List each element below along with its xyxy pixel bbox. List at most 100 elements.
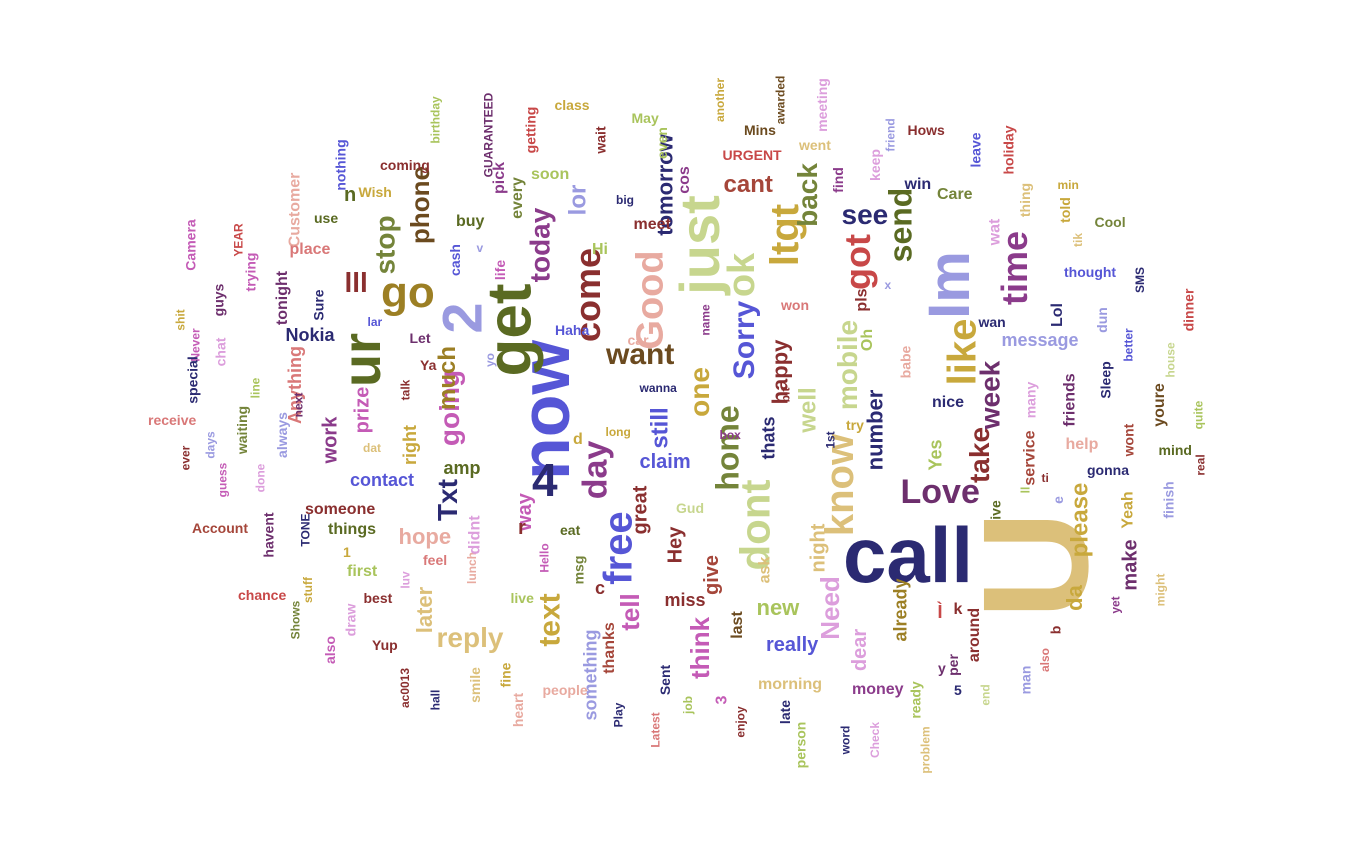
word-draw: draw: [341, 603, 358, 637]
word-smile: smile: [466, 667, 483, 703]
word-days: days: [203, 431, 218, 459]
word-thing: thing: [1017, 182, 1034, 218]
word-ya: Ya: [420, 357, 437, 373]
word-per: per: [944, 654, 961, 676]
word-nokia: Nokia: [285, 325, 335, 345]
word-1: 1: [343, 544, 351, 560]
word-many: many: [1021, 381, 1038, 419]
word-think: think: [685, 616, 716, 680]
word-account: Account: [192, 520, 248, 536]
word-need: Need: [814, 576, 845, 640]
word-big: big: [616, 193, 634, 207]
word-sleep: Sleep: [1097, 361, 1114, 399]
word-text: text: [533, 593, 567, 647]
word-cos: cos: [675, 166, 693, 194]
word-sure: Sure: [310, 289, 327, 321]
word-e: e: [1049, 496, 1066, 504]
word-pls: pls: [853, 288, 871, 312]
word-give: give: [701, 554, 724, 596]
word-min: min: [1057, 178, 1079, 192]
word-check: Check: [868, 721, 883, 759]
word-camera: Camera: [182, 219, 199, 271]
word-b: b: [1046, 625, 1063, 635]
word-help: help: [1065, 436, 1099, 453]
word-number: number: [861, 389, 887, 471]
word-ask: ask: [755, 556, 773, 584]
word-went: went: [799, 137, 831, 153]
word-amp: amp: [443, 458, 481, 478]
word-right: right: [400, 425, 420, 465]
word-find: find: [829, 167, 846, 193]
word-yet: yet: [1108, 596, 1123, 614]
word-meeting: meeting: [813, 78, 830, 132]
word-try: try: [846, 417, 864, 433]
word-dear: dear: [849, 628, 872, 672]
word-reply: reply: [436, 622, 504, 653]
word-contact: contact: [350, 470, 415, 490]
word-around: around: [966, 607, 984, 663]
word-love: Love: [900, 473, 980, 511]
word-see: see: [841, 199, 889, 230]
word-yes: Yes: [925, 439, 946, 471]
word-play: Play: [610, 702, 625, 728]
word-mobile: mobile: [832, 319, 864, 411]
word-gonna: gonna: [1087, 462, 1129, 478]
word-glyph: Ì: [937, 602, 943, 622]
word-ive: ive: [987, 500, 1004, 520]
word-talk: talk: [397, 379, 412, 401]
word-one: one: [683, 367, 715, 417]
word-yeah: Yeah: [1119, 491, 1137, 529]
word-dat: dat: [363, 441, 381, 455]
word-first: first: [347, 563, 378, 580]
word-yo: yo: [483, 352, 498, 368]
word-sms: SMS: [1133, 266, 1148, 294]
word-better: better: [1121, 328, 1136, 362]
word-night: night: [806, 523, 829, 573]
word-enjoy: enjoy: [733, 706, 748, 738]
word-wat: wat: [985, 218, 1003, 246]
word-still: still: [646, 407, 674, 449]
word-class: class: [554, 97, 590, 113]
word-well: well: [794, 387, 822, 433]
word-box: box: [719, 428, 741, 442]
word-wan: wan: [978, 314, 1006, 330]
word-hi: Hi: [592, 241, 608, 258]
word-guys: guys: [209, 283, 226, 317]
word-done: done: [252, 463, 267, 493]
word-txt: Txt: [432, 479, 463, 521]
word-message: message: [1001, 330, 1079, 350]
word-car: car: [627, 332, 649, 348]
word-lor: lor: [563, 184, 591, 216]
word-great: great: [628, 485, 651, 535]
word-mind: mind: [1158, 442, 1192, 458]
word-1st: 1st: [823, 431, 838, 449]
word-another: another: [713, 77, 728, 123]
word-work: work: [318, 416, 341, 464]
word-tell: tell: [614, 593, 645, 631]
word-call: call: [843, 511, 974, 599]
word-meet: meet: [633, 216, 671, 233]
word-morning: morning: [758, 676, 822, 693]
word-line: line: [247, 377, 262, 399]
word-bit: bit: [777, 387, 792, 403]
word-leave: leave: [967, 132, 984, 168]
word-long: long: [605, 425, 631, 439]
word-always: always: [273, 412, 290, 458]
word-youre: youre: [1150, 383, 1168, 427]
word-k: k: [953, 601, 963, 618]
word-friends: friends: [1061, 373, 1079, 427]
word-care: Care: [937, 186, 973, 203]
word-just: just: [667, 195, 731, 295]
word-thanks: thanks: [600, 622, 618, 674]
word-home: home: [709, 405, 746, 491]
word-really: really: [766, 634, 819, 656]
word-cant: cant: [723, 171, 773, 198]
word-day: day: [575, 440, 614, 500]
word-win: win: [904, 176, 932, 193]
word-buy: buy: [456, 213, 485, 230]
word-4: 4: [532, 454, 558, 506]
word-babe: babe: [896, 345, 913, 379]
word-fine: fine: [496, 662, 513, 688]
word-guess: guess: [214, 462, 229, 498]
word-mins: Mins: [744, 122, 776, 138]
